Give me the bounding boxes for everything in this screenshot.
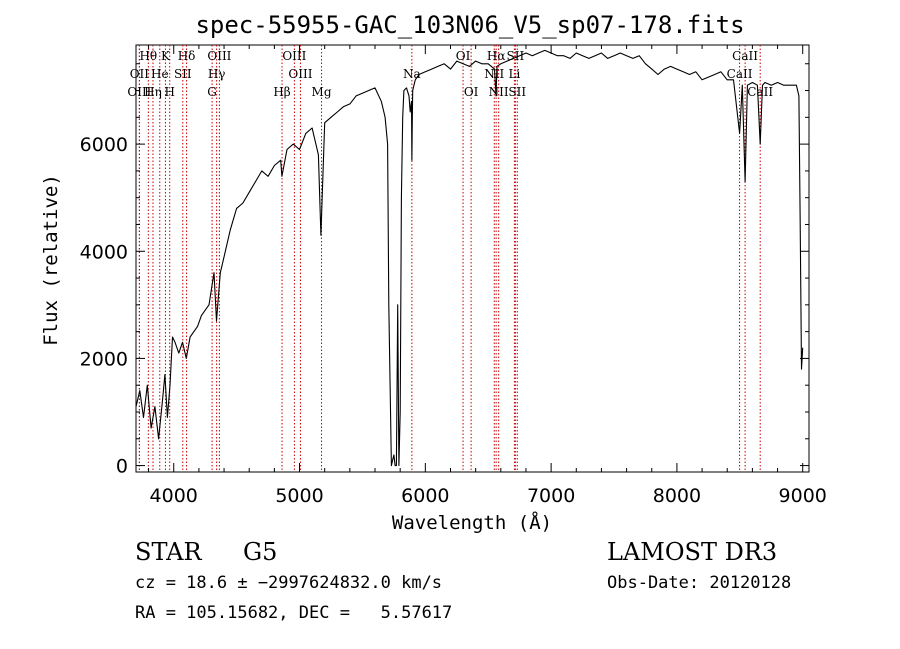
chart-title: spec-55955-GAC_103N06_V5_sp07-178.fits — [195, 11, 744, 39]
spectral-line-label: K — [161, 49, 171, 63]
spectrum-line — [135, 49, 804, 467]
spectral-line-label: OI — [456, 49, 471, 63]
spectral-line-label: Hη — [144, 85, 162, 99]
x-tick-label: 4000 — [150, 485, 198, 507]
survey-name: LAMOST DR3 — [607, 538, 778, 566]
spectral-line-label: Na — [403, 67, 421, 81]
spectral-line-label: Mg — [312, 85, 332, 99]
spectral-line-label: He — [151, 67, 169, 81]
spectral-line-label: OI — [464, 85, 479, 99]
spectral-line-label: OII — [130, 67, 150, 81]
y-tick-label: 2000 — [80, 348, 128, 370]
coordinates-readout: RA = 105.15682, DEC = 5.57617 — [135, 603, 453, 623]
object-class: STAR — [135, 538, 202, 566]
spectral-line-label: SII — [174, 67, 192, 81]
x-axis-ticks: 4000 5000 6000 7000 8000 9000 — [148, 45, 827, 507]
y-tick-label: 0 — [116, 456, 128, 478]
redshift-readout: cz = 18.6 ± −2997624832.0 km/s — [135, 573, 443, 593]
spectral-line-label: Hδ — [178, 49, 196, 63]
spectral-line-label: Hθ — [139, 49, 157, 63]
spectral-line-label: Li — [508, 67, 520, 81]
x-tick-label: 8000 — [653, 485, 701, 507]
x-tick-label: 7000 — [527, 485, 575, 507]
spectrum-series — [135, 49, 804, 467]
spectral-line-label: G — [207, 85, 217, 99]
x-tick-label: 9000 — [779, 485, 827, 507]
spectral-line-label: Hα — [487, 49, 506, 63]
spectral-line-label: OIII — [127, 85, 151, 99]
spectral-line-markers — [138, 45, 761, 472]
x-tick-label: 6000 — [401, 485, 449, 507]
observation-date: Obs-Date: 20120128 — [607, 573, 792, 593]
spectral-line-label: Hβ — [273, 85, 290, 99]
plot-frame — [135, 44, 810, 473]
x-axis-label: Wavelength (Å) — [392, 511, 552, 534]
spectral-line-label: OIII — [288, 67, 312, 81]
x-tick-label: 5000 — [275, 485, 323, 507]
spectral-line-label: NII — [489, 85, 509, 99]
spectral-line-label: OIII — [207, 49, 231, 63]
y-axis-ticks: 0 2000 4000 6000 — [80, 63, 809, 478]
object-subclass: G5 — [243, 538, 278, 566]
y-tick-label: 4000 — [80, 241, 128, 263]
spectral-line-label: SII — [508, 85, 526, 99]
spectral-line-label: Hγ — [208, 67, 226, 81]
spectral-line-label: OIII — [282, 49, 306, 63]
spectral-line-label: CaII — [732, 49, 758, 63]
y-axis-label: Flux (relative) — [40, 174, 62, 346]
spectral-line-label: SII — [507, 49, 525, 63]
spectral-line-label: H — [164, 85, 174, 99]
spectral-line-label: CaII — [747, 85, 773, 99]
y-tick-label: 6000 — [80, 134, 128, 156]
spectral-line-label: CaII — [727, 67, 753, 81]
